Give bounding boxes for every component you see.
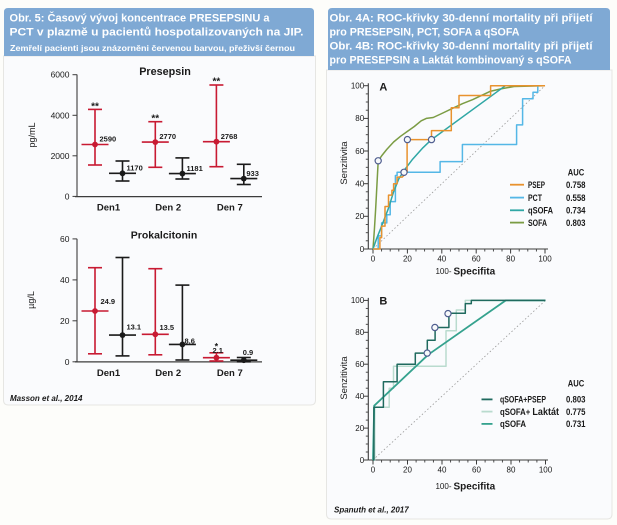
svg-text:Obr. 4A: ROC-křivky 30-denní m: Obr. 4A: ROC-křivky 30-denní mortality p… xyxy=(330,13,594,25)
svg-text:40: 40 xyxy=(355,180,364,189)
svg-text:Den 2: Den 2 xyxy=(155,368,181,379)
svg-text:AUC: AUC xyxy=(568,168,585,179)
svg-text:Den 7: Den 7 xyxy=(217,368,243,379)
svg-text:6000: 6000 xyxy=(51,70,70,80)
svg-text:**: ** xyxy=(91,102,99,113)
svg-text:8.6: 8.6 xyxy=(185,337,195,346)
svg-text:Obr. 5: Časový vývoj koncentra: Obr. 5: Časový vývoj koncentrace PRESEPS… xyxy=(10,12,271,25)
svg-text:0: 0 xyxy=(371,466,376,475)
svg-text:qSOFA+PSEP: qSOFA+PSEP xyxy=(500,395,546,405)
svg-text:Presepsin: Presepsin xyxy=(139,66,191,78)
svg-text:Specifita: Specifita xyxy=(454,267,496,278)
svg-text:100: 100 xyxy=(351,296,365,305)
svg-text:0.9: 0.9 xyxy=(243,348,253,357)
svg-text:SOFA: SOFA xyxy=(528,218,547,228)
svg-text:60: 60 xyxy=(60,234,70,244)
svg-text:0.731: 0.731 xyxy=(566,419,586,429)
svg-text:60: 60 xyxy=(472,255,481,264)
svg-text:100-: 100- xyxy=(435,267,451,276)
svg-text:0: 0 xyxy=(371,255,376,264)
svg-text:40: 40 xyxy=(60,275,70,285)
svg-text:20: 20 xyxy=(403,255,412,264)
svg-text:2768: 2768 xyxy=(221,132,238,141)
svg-text:2590: 2590 xyxy=(100,135,117,144)
svg-text:Den 2: Den 2 xyxy=(155,203,181,214)
svg-text:Den1: Den1 xyxy=(97,368,121,379)
svg-text:0: 0 xyxy=(360,245,365,254)
svg-text:Den 7: Den 7 xyxy=(217,203,243,214)
svg-text:20: 20 xyxy=(60,316,70,326)
svg-text:0: 0 xyxy=(65,191,70,201)
svg-text:Specifita: Specifita xyxy=(454,482,496,493)
svg-text:qSOFA: qSOFA xyxy=(500,419,526,429)
svg-text:0: 0 xyxy=(360,456,365,465)
svg-text:0.803: 0.803 xyxy=(566,218,586,228)
svg-text:0.758: 0.758 xyxy=(566,180,586,190)
svg-text:20: 20 xyxy=(403,466,412,475)
svg-text:A: A xyxy=(379,82,387,94)
svg-text:0.558: 0.558 xyxy=(566,193,586,203)
svg-text:2.1: 2.1 xyxy=(213,346,223,355)
svg-text:2000: 2000 xyxy=(51,151,70,161)
svg-text:**: ** xyxy=(213,77,221,88)
svg-text:20: 20 xyxy=(355,212,364,221)
svg-text:80: 80 xyxy=(507,466,516,475)
svg-text:0: 0 xyxy=(65,357,70,367)
svg-text:100: 100 xyxy=(539,466,553,475)
svg-text:40: 40 xyxy=(437,255,446,264)
svg-text:100: 100 xyxy=(538,255,552,264)
svg-text:qSOFA+ Laktát: qSOFA+ Laktát xyxy=(500,406,559,418)
svg-text:Den1: Den1 xyxy=(97,203,121,214)
svg-text:Prokalcitonin: Prokalcitonin xyxy=(131,230,198,242)
svg-text:PCT: PCT xyxy=(528,193,542,203)
svg-text:60: 60 xyxy=(355,360,364,369)
svg-text:Spanuth et al., 2017: Spanuth et al., 2017 xyxy=(334,506,409,515)
svg-text:PSEP: PSEP xyxy=(528,180,545,190)
svg-text:0.734: 0.734 xyxy=(566,206,586,216)
svg-text:1170: 1170 xyxy=(127,164,143,173)
svg-text:0.803: 0.803 xyxy=(566,395,586,405)
svg-text:PCT v plazmě u pacientů hospot: PCT v plazmě u pacientů hospotalizovanýc… xyxy=(10,27,304,39)
svg-text:pro PRESEPSIN, PCT, SOFA a qSO: pro PRESEPSIN, PCT, SOFA a qSOFA xyxy=(330,27,520,39)
svg-text:Senzitivita: Senzitivita xyxy=(339,141,350,185)
svg-text:**: ** xyxy=(151,114,159,125)
svg-text:Zemřelí pacienti jsou znázorně: Zemřelí pacienti jsou znázorněni červeno… xyxy=(10,43,295,53)
svg-text:1181: 1181 xyxy=(187,164,203,173)
svg-text:20: 20 xyxy=(355,424,364,433)
svg-text:13.1: 13.1 xyxy=(127,323,142,332)
svg-text:40: 40 xyxy=(355,392,364,401)
svg-text:80: 80 xyxy=(355,328,364,337)
svg-text:pg/mL: pg/mL xyxy=(27,122,37,147)
svg-text:24.9: 24.9 xyxy=(101,297,116,306)
svg-text:933: 933 xyxy=(246,169,259,178)
svg-text:80: 80 xyxy=(506,255,515,264)
svg-text:B: B xyxy=(379,296,387,308)
svg-text:µg/L: µg/L xyxy=(26,291,36,309)
svg-text:100-: 100- xyxy=(435,482,451,491)
svg-text:Obr. 4B: ROC-křivky 30-denní m: Obr. 4B: ROC-křivky 30-denní mortality p… xyxy=(330,41,594,53)
svg-text:60: 60 xyxy=(472,466,481,475)
svg-text:AUC: AUC xyxy=(568,379,585,390)
svg-text:100: 100 xyxy=(351,82,365,91)
svg-text:0.775: 0.775 xyxy=(566,407,586,417)
svg-text:4000: 4000 xyxy=(51,110,70,120)
svg-text:pro PRESEPSIN a Laktát kombino: pro PRESEPSIN a Laktát kombinovaný s qSO… xyxy=(330,55,572,67)
svg-text:13.5: 13.5 xyxy=(160,323,175,332)
svg-text:60: 60 xyxy=(355,147,364,156)
svg-text:80: 80 xyxy=(355,114,364,123)
svg-text:Masson et al., 2014: Masson et al., 2014 xyxy=(10,394,83,403)
svg-text:40: 40 xyxy=(438,466,447,475)
svg-text:*: * xyxy=(215,342,219,352)
svg-text:2770: 2770 xyxy=(159,132,176,141)
svg-text:Senzitivita: Senzitivita xyxy=(339,356,350,400)
svg-text:qSOFA: qSOFA xyxy=(528,206,553,216)
